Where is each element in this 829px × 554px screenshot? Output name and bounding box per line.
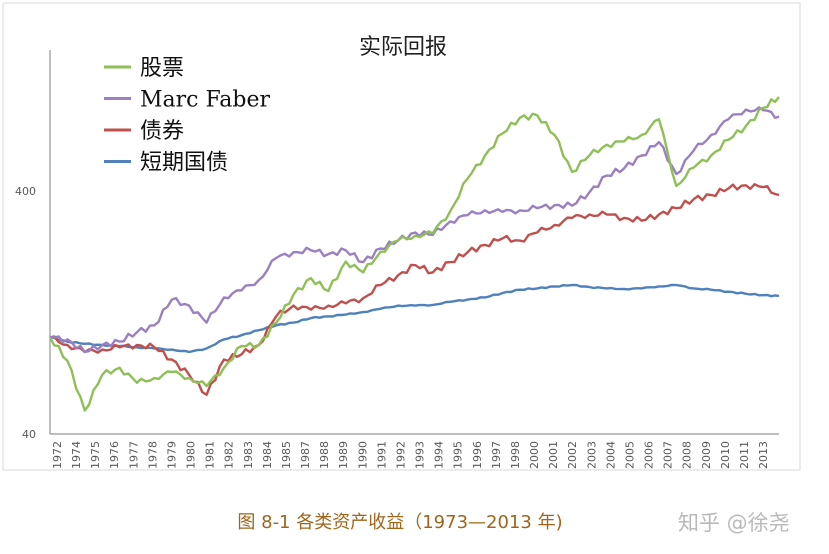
legend-label: 短期国债 [140,151,228,176]
x-tick-label: 2008 [681,441,694,469]
x-tick-label: 1988 [318,441,331,469]
x-tick-label: 1991 [375,441,388,469]
x-tick-label: 1987 [299,441,312,469]
x-tick-label: 2007 [662,441,675,469]
legend-label: Marc Faber [140,88,270,113]
watermark: 知乎 @徐尧 [678,511,790,535]
x-tick-label: 2009 [700,441,713,469]
figure-caption: 图 8-1 各类资产收益（1973—2013 年) [237,512,563,533]
x-tick-label: 1993 [414,441,427,469]
x-tick-label: 2013 [757,441,770,469]
x-tick-label: 2003 [585,441,598,469]
x-tick-label: 1980 [185,441,198,469]
x-tick-label: 2001 [547,441,560,469]
x-tick-label: 2000 [528,441,541,469]
x-tick-label: 1985 [280,441,293,469]
x-tick-label: 2010 [719,441,732,469]
y-tick-label: 400 [15,185,36,198]
x-tick-label: 1975 [89,441,102,469]
x-tick-label: 1989 [337,441,350,469]
x-tick-label: 1994 [433,441,446,469]
x-tick-label: 1984 [261,441,274,469]
x-tick-label: 1979 [165,441,178,469]
chart: 实际回报 40 400 1972 1974 1975 1976 1977 1978 1979 1… [2,2,801,471]
x-tick-label: 1982 [223,441,236,469]
y-tick-label: 40 [22,428,36,441]
x-tick-label: 2005 [623,441,636,469]
series-line-1 [49,106,780,354]
x-tick-label: 1977 [127,441,140,469]
series-line-3 [49,283,780,354]
legend-label: 债券 [140,119,184,144]
x-tick-label: 1974 [70,441,83,469]
x-tick-label: 1983 [242,441,255,469]
series-line-2 [49,183,780,396]
x-tick-label: 1997 [490,441,503,469]
series-line-0 [48,96,780,412]
x-tick-label: 1978 [146,441,159,469]
x-tick-label: 1992 [394,441,407,469]
x-tick-label: 1976 [108,441,121,469]
x-tick-label: 1995 [452,441,465,469]
x-tick-label: 1972 [51,441,64,469]
x-tick-label: 1998 [509,441,522,469]
x-tick-label: 1981 [204,441,217,469]
x-tick-label: 2004 [604,441,617,469]
x-tick-label: 2002 [566,441,579,469]
x-tick-label: 2006 [643,441,656,469]
x-tick-label: 2011 [738,441,751,469]
chart-title: 实际回报 [359,35,447,60]
legend-label: 股票 [140,56,184,81]
x-tick-label: 1996 [471,441,484,469]
x-tick-label: 1990 [356,441,369,469]
